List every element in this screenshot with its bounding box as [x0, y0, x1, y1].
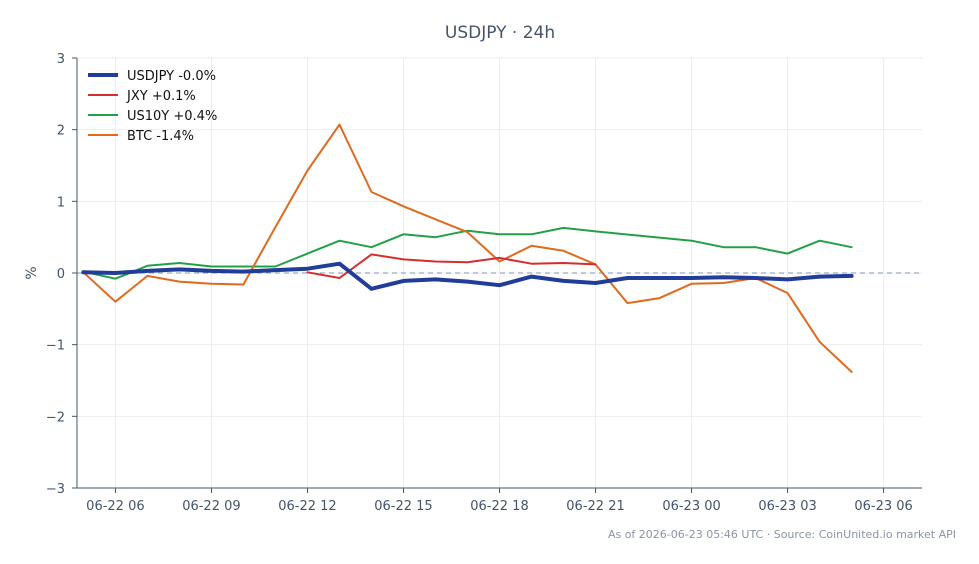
legend-label: BTC -1.4%: [127, 129, 194, 144]
legend-label: USDJPY -0.0%: [127, 69, 216, 84]
legend-label: JXY +0.1%: [126, 89, 196, 104]
y-tick-label: 3: [57, 52, 65, 67]
axes: 3 2 1 0 −1 −2 −3 06-22 06 06-22 09 06-22 12 06-22 …: [46, 52, 922, 514]
series-line-jxy: [306, 253, 597, 279]
x-tick-label: 06-22 06: [86, 499, 144, 514]
series-line-usdjpy: [81, 261, 854, 291]
y-tick-label: −1: [46, 339, 65, 354]
legend: USDJPY -0.0% JXY +0.1% US10Y +0.4% BTC -1.4…: [88, 69, 217, 144]
x-tick-label: 06-22 18: [470, 499, 528, 514]
source-footer: As of 2026-06-23 05:46 UTC · Source: Coi…: [608, 528, 956, 541]
y-tick-label: 0: [57, 267, 65, 282]
legend-label: US10Y +0.4%: [127, 109, 217, 124]
series-line-btc: [82, 123, 853, 373]
x-tick-label: 06-23 03: [758, 499, 816, 514]
y-tick-label: 1: [57, 195, 65, 210]
x-tick-label: 06-22 15: [374, 499, 432, 514]
chart-title: USDJPY · 24h: [445, 23, 555, 43]
x-tick-label: 06-22 09: [182, 499, 240, 514]
x-tick-label: 06-22 21: [566, 499, 624, 514]
series-lines: [81, 123, 854, 373]
y-tick-label: −2: [46, 410, 65, 425]
x-tick-label: 06-23 00: [662, 499, 720, 514]
y-tick-label: −3: [46, 482, 65, 497]
y-axis-label: %: [24, 266, 40, 279]
y-tick-label: 2: [57, 124, 65, 139]
series-line-us10y: [82, 226, 853, 280]
x-tick-label: 06-22 12: [278, 499, 336, 514]
x-tick-label: 06-23 06: [854, 499, 912, 514]
grid-lines: [77, 57, 922, 489]
